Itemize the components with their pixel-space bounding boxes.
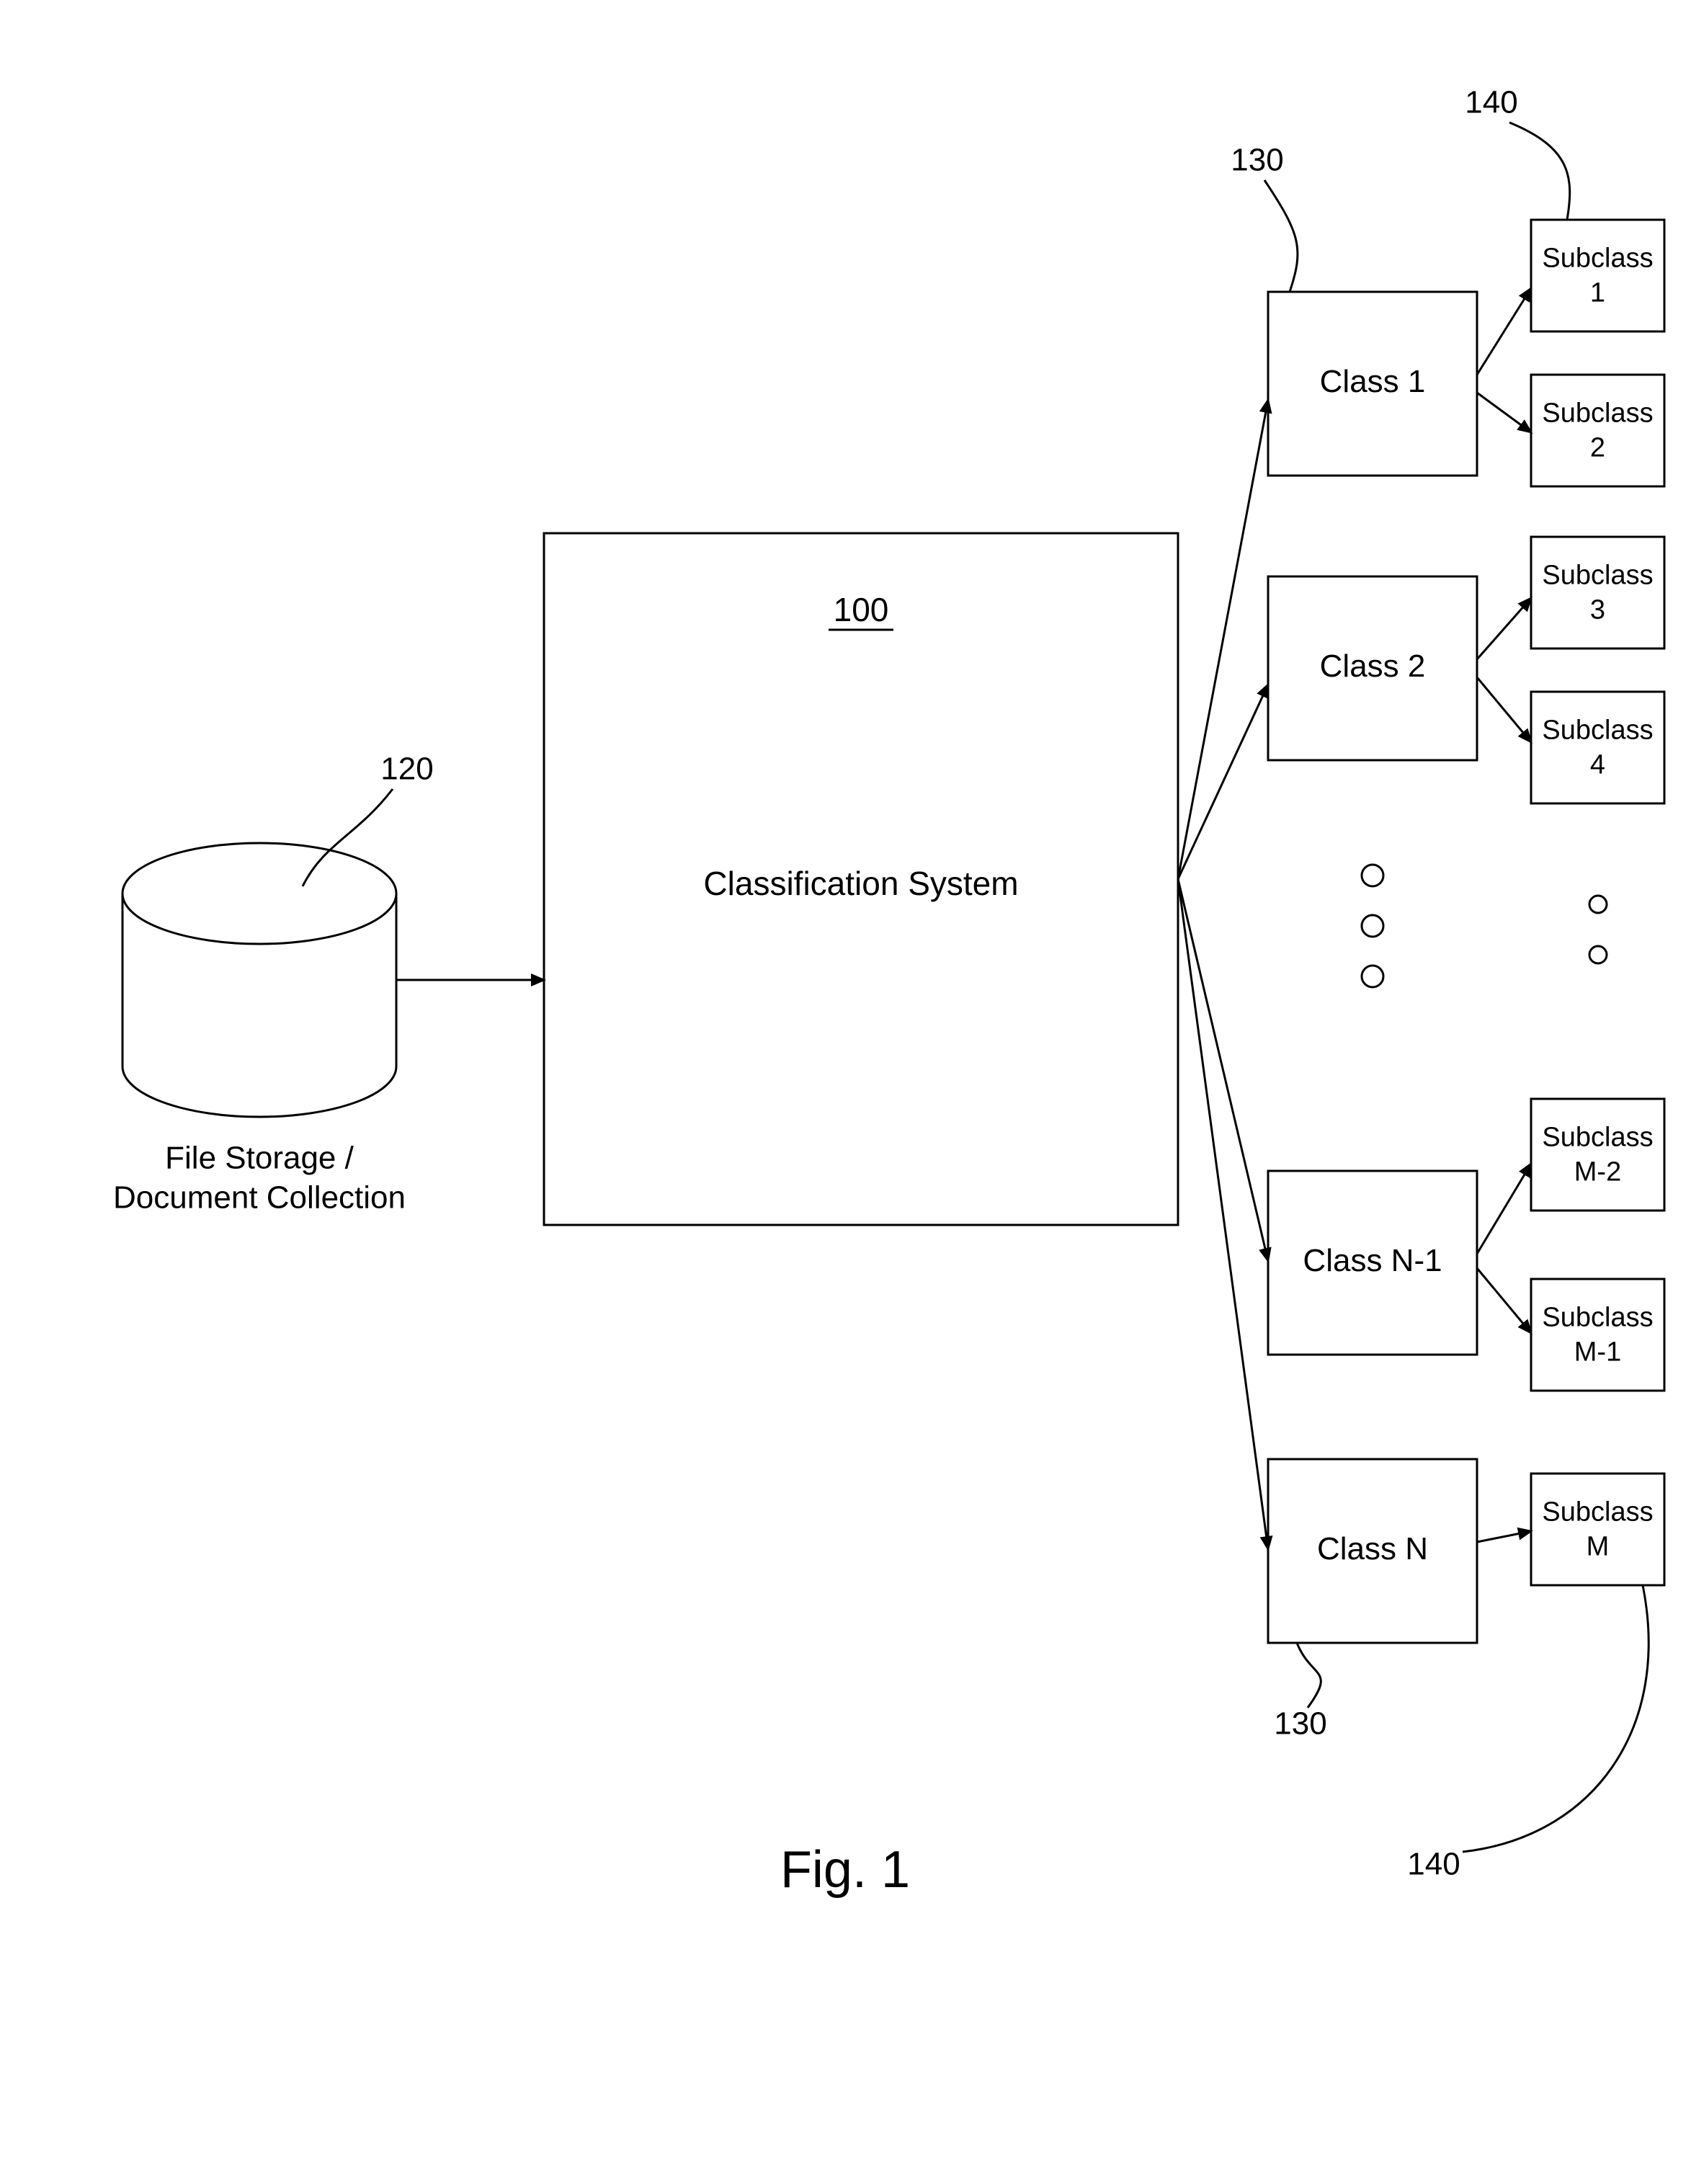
subclass-box-1 — [1531, 220, 1664, 331]
lead-140-bottom — [1463, 1585, 1648, 1852]
subclass-ellipsis-dot-1 — [1589, 896, 1607, 913]
arrow-class-to-subclass-6 — [1477, 1268, 1531, 1333]
subclass-label2-1: 1 — [1590, 278, 1605, 308]
subclass-label1-6: Subclass — [1542, 1303, 1653, 1333]
arrow-class-to-subclass-7 — [1477, 1531, 1531, 1542]
storage-label-1: File Storage / — [165, 1141, 354, 1176]
subclass-label2-5: M-2 — [1574, 1157, 1621, 1187]
lead-140-top — [1509, 122, 1570, 220]
subclass-box-7 — [1531, 1474, 1664, 1585]
subclass-label1-1: Subclass — [1542, 244, 1653, 274]
subclass-label1-7: Subclass — [1542, 1497, 1653, 1528]
arrow-class-to-subclass-5 — [1477, 1164, 1531, 1254]
arrow-system-to-class-2 — [1178, 685, 1268, 879]
arrow-system-to-class-1 — [1178, 400, 1268, 879]
lead-130-top — [1264, 180, 1298, 292]
storage-label-2: Document Collection — [113, 1180, 406, 1216]
classification-system-label: Classification System — [703, 865, 1018, 902]
subclass-label1-4: Subclass — [1542, 716, 1653, 746]
class-label-3: Class N-1 — [1303, 1243, 1442, 1278]
subclass-label1-3: Subclass — [1542, 561, 1653, 591]
subclass-label2-3: 3 — [1590, 595, 1605, 625]
class-ellipsis-dot-2 — [1362, 915, 1383, 937]
subclass-label1-2: Subclass — [1542, 398, 1653, 429]
lead-130-bottom — [1297, 1643, 1321, 1708]
figure-diagram: File Storage / Document Collection 120 100 C… — [0, 0, 1691, 2184]
ref-140-top: 140 — [1465, 85, 1517, 120]
class-label-1: Class 1 — [1320, 364, 1426, 399]
arrow-class-to-subclass-2 — [1477, 393, 1531, 432]
subclass-box-6 — [1531, 1279, 1664, 1391]
subclass-label2-7: M — [1587, 1532, 1610, 1562]
class-ellipsis-dot-3 — [1362, 966, 1383, 987]
subclass-label2-6: M-1 — [1574, 1337, 1621, 1368]
subclass-box-3 — [1531, 537, 1664, 648]
ref-130-bottom: 130 — [1274, 1706, 1326, 1742]
subclass-box-4 — [1531, 692, 1664, 803]
subclass-label2-2: 2 — [1590, 433, 1605, 463]
arrow-class-to-subclass-4 — [1477, 677, 1531, 742]
ref-120: 120 — [380, 752, 433, 787]
subclass-label1-5: Subclass — [1542, 1123, 1653, 1153]
ref-130-top: 130 — [1231, 143, 1283, 178]
arrow-system-to-class-4 — [1178, 879, 1268, 1549]
class-label-4: Class N — [1317, 1531, 1428, 1566]
ref-140-bottom: 140 — [1407, 1847, 1460, 1882]
subclass-label2-4: 4 — [1590, 750, 1605, 780]
storage-top — [122, 843, 396, 944]
arrow-class-to-subclass-3 — [1477, 598, 1531, 659]
arrow-class-to-subclass-1 — [1477, 288, 1531, 375]
subclass-box-5 — [1531, 1099, 1664, 1211]
ref-100: 100 — [834, 591, 889, 628]
class-ellipsis-dot-1 — [1362, 865, 1383, 886]
arrow-system-to-class-3 — [1178, 879, 1268, 1261]
figure-label: Fig. 1 — [780, 1841, 910, 1899]
subclass-ellipsis-dot-2 — [1589, 946, 1607, 963]
subclass-box-2 — [1531, 375, 1664, 486]
class-label-2: Class 2 — [1320, 648, 1426, 684]
